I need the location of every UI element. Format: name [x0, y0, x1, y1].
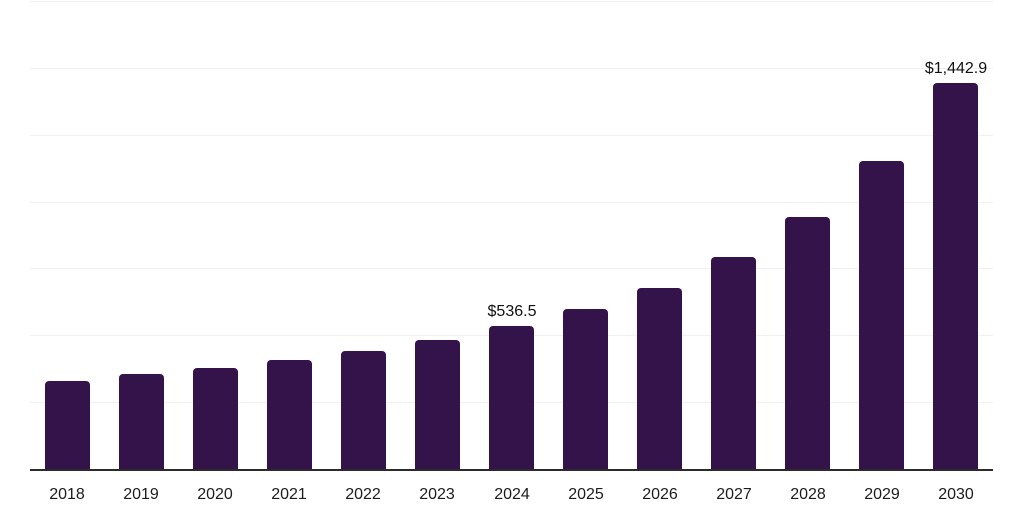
x-tick-2019: 2019 [123, 486, 159, 503]
bar-2024[interactable] [489, 326, 534, 469]
gridline-1500 [30, 68, 993, 69]
x-tick-2023: 2023 [419, 486, 455, 503]
bar-2021[interactable] [267, 360, 312, 469]
bar-2019[interactable] [119, 374, 164, 469]
bar-2027[interactable] [711, 257, 756, 469]
x-tick-2029: 2029 [864, 486, 900, 503]
bar-2018[interactable] [45, 381, 90, 469]
gridline-1750 [30, 1, 993, 2]
x-tick-2024: 2024 [494, 486, 530, 503]
gridline-1250 [30, 135, 993, 136]
bar-label-2024: $536.5 [487, 303, 537, 320]
x-axis-line [30, 469, 993, 471]
bar-label-2030: $1,442.9 [924, 60, 988, 77]
bar-2026[interactable] [637, 288, 682, 469]
gridline-750 [30, 268, 993, 269]
bar-2023[interactable] [415, 340, 460, 469]
bar-2029[interactable] [859, 161, 904, 469]
x-tick-2027: 2027 [716, 486, 752, 503]
x-tick-2022: 2022 [345, 486, 381, 503]
gridline-1000 [30, 202, 993, 203]
x-tick-2025: 2025 [568, 486, 604, 503]
bar-2030[interactable] [933, 83, 978, 469]
x-tick-2030: 2030 [938, 486, 974, 503]
x-tick-2018: 2018 [49, 486, 85, 503]
bar-2020[interactable] [193, 368, 238, 469]
bar-2028[interactable] [785, 217, 830, 469]
x-tick-2020: 2020 [197, 486, 233, 503]
bar-2025[interactable] [563, 309, 608, 469]
x-tick-2021: 2021 [271, 486, 307, 503]
x-tick-2026: 2026 [642, 486, 678, 503]
bar-2022[interactable] [341, 351, 386, 469]
x-tick-2028: 2028 [790, 486, 826, 503]
